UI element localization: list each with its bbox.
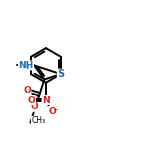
Text: 2: 2 (25, 65, 29, 70)
Text: −: − (53, 106, 58, 111)
Text: S: S (57, 69, 64, 79)
Text: CH₃: CH₃ (31, 116, 45, 125)
Text: O: O (28, 96, 36, 105)
Text: O: O (31, 102, 39, 111)
Text: NH: NH (18, 61, 34, 70)
Text: N: N (42, 96, 50, 105)
Text: O: O (23, 86, 31, 95)
Text: +: + (47, 95, 51, 100)
Text: O: O (48, 107, 56, 116)
